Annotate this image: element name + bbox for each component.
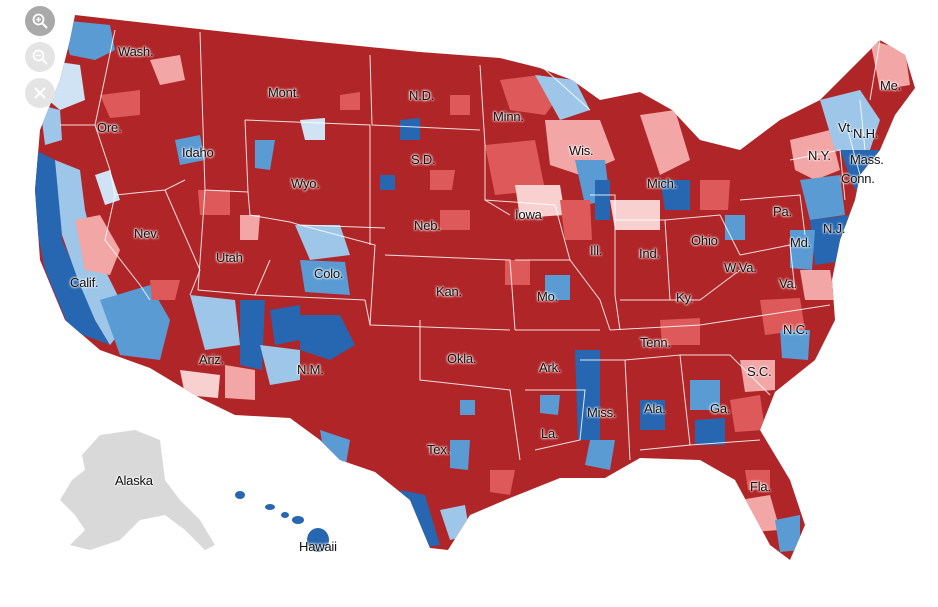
- county-patch[interactable]: [450, 440, 470, 470]
- county-patch[interactable]: [775, 515, 800, 552]
- county-patch[interactable]: [640, 400, 665, 430]
- county-patch[interactable]: [150, 55, 185, 85]
- county-patch[interactable]: [490, 470, 515, 495]
- county-patch[interactable]: [505, 260, 530, 285]
- county-patch[interactable]: [295, 225, 350, 260]
- county-patch[interactable]: [260, 345, 300, 385]
- county-patch[interactable]: [225, 365, 255, 400]
- zoom-out-button[interactable]: [25, 42, 55, 72]
- county-patch[interactable]: [300, 118, 325, 140]
- county-patch[interactable]: [100, 90, 140, 118]
- hawaii-islands[interactable]: [235, 491, 329, 552]
- magnifier-minus-icon: [32, 49, 48, 65]
- hawaii-island: [235, 491, 245, 499]
- county-patch[interactable]: [610, 200, 660, 230]
- state-borders: [60, 29, 881, 461]
- county-patch[interactable]: [690, 380, 720, 410]
- county-patch[interactable]: [450, 95, 470, 115]
- county-patch[interactable]: [725, 215, 745, 240]
- county-patch[interactable]: [430, 170, 455, 190]
- hawaii-island: [281, 512, 289, 518]
- county-patch[interactable]: [60, 20, 115, 60]
- county-patch[interactable]: [800, 175, 845, 220]
- county-patch[interactable]: [790, 230, 815, 270]
- county-patch[interactable]: [760, 298, 805, 335]
- county-patch[interactable]: [730, 395, 765, 432]
- hawaii-island: [307, 528, 329, 552]
- county-patch[interactable]: [340, 92, 360, 110]
- county-patch[interactable]: [190, 295, 240, 350]
- county-patch[interactable]: [740, 360, 775, 392]
- county-patch[interactable]: [780, 330, 810, 360]
- county-patch[interactable]: [640, 110, 690, 175]
- reset-view-button[interactable]: [25, 78, 55, 108]
- county-patch[interactable]: [560, 200, 592, 240]
- county-patch[interactable]: [540, 395, 560, 415]
- county-patch[interactable]: [595, 180, 610, 220]
- county-patch[interactable]: [440, 210, 470, 230]
- county-patch[interactable]: [240, 215, 260, 240]
- county-patch[interactable]: [255, 140, 275, 170]
- hawaii-island: [292, 516, 304, 524]
- close-icon: [34, 87, 46, 99]
- county-patch[interactable]: [150, 280, 180, 300]
- county-patch[interactable]: [660, 318, 700, 345]
- county-patch[interactable]: [800, 270, 835, 300]
- county-patch[interactable]: [535, 75, 590, 120]
- county-patch[interactable]: [460, 400, 475, 415]
- county-patch[interactable]: [300, 260, 350, 295]
- county-patch[interactable]: [175, 135, 205, 165]
- county-patch[interactable]: [545, 275, 570, 300]
- county-patch[interactable]: [240, 300, 265, 370]
- county-patch[interactable]: [820, 90, 880, 150]
- county-patch[interactable]: [95, 170, 120, 205]
- county-patch[interactable]: [300, 315, 355, 360]
- county-patch[interactable]: [380, 175, 395, 190]
- county-patch[interactable]: [100, 285, 170, 360]
- county-patch[interactable]: [485, 140, 545, 195]
- county-patch[interactable]: [75, 215, 120, 275]
- county-patch[interactable]: [585, 440, 615, 470]
- county-patch[interactable]: [400, 118, 420, 140]
- county-patch[interactable]: [810, 215, 850, 265]
- county-patch[interactable]: [660, 180, 690, 210]
- hawaii-island: [265, 504, 275, 510]
- magnifier-plus-icon: [32, 13, 48, 29]
- county-patch[interactable]: [700, 180, 730, 210]
- zoom-in-button[interactable]: [25, 6, 55, 36]
- county-patch[interactable]: [35, 150, 110, 345]
- county-patch[interactable]: [870, 40, 910, 90]
- county-patch[interactable]: [575, 350, 600, 440]
- county-patch[interactable]: [695, 418, 725, 445]
- county-patch[interactable]: [270, 305, 300, 345]
- county-patch[interactable]: [515, 185, 565, 218]
- county-patch[interactable]: [745, 470, 770, 490]
- alaska-shape[interactable]: [60, 430, 215, 550]
- county-patch[interactable]: [180, 370, 220, 398]
- county-patch[interactable]: [198, 190, 230, 215]
